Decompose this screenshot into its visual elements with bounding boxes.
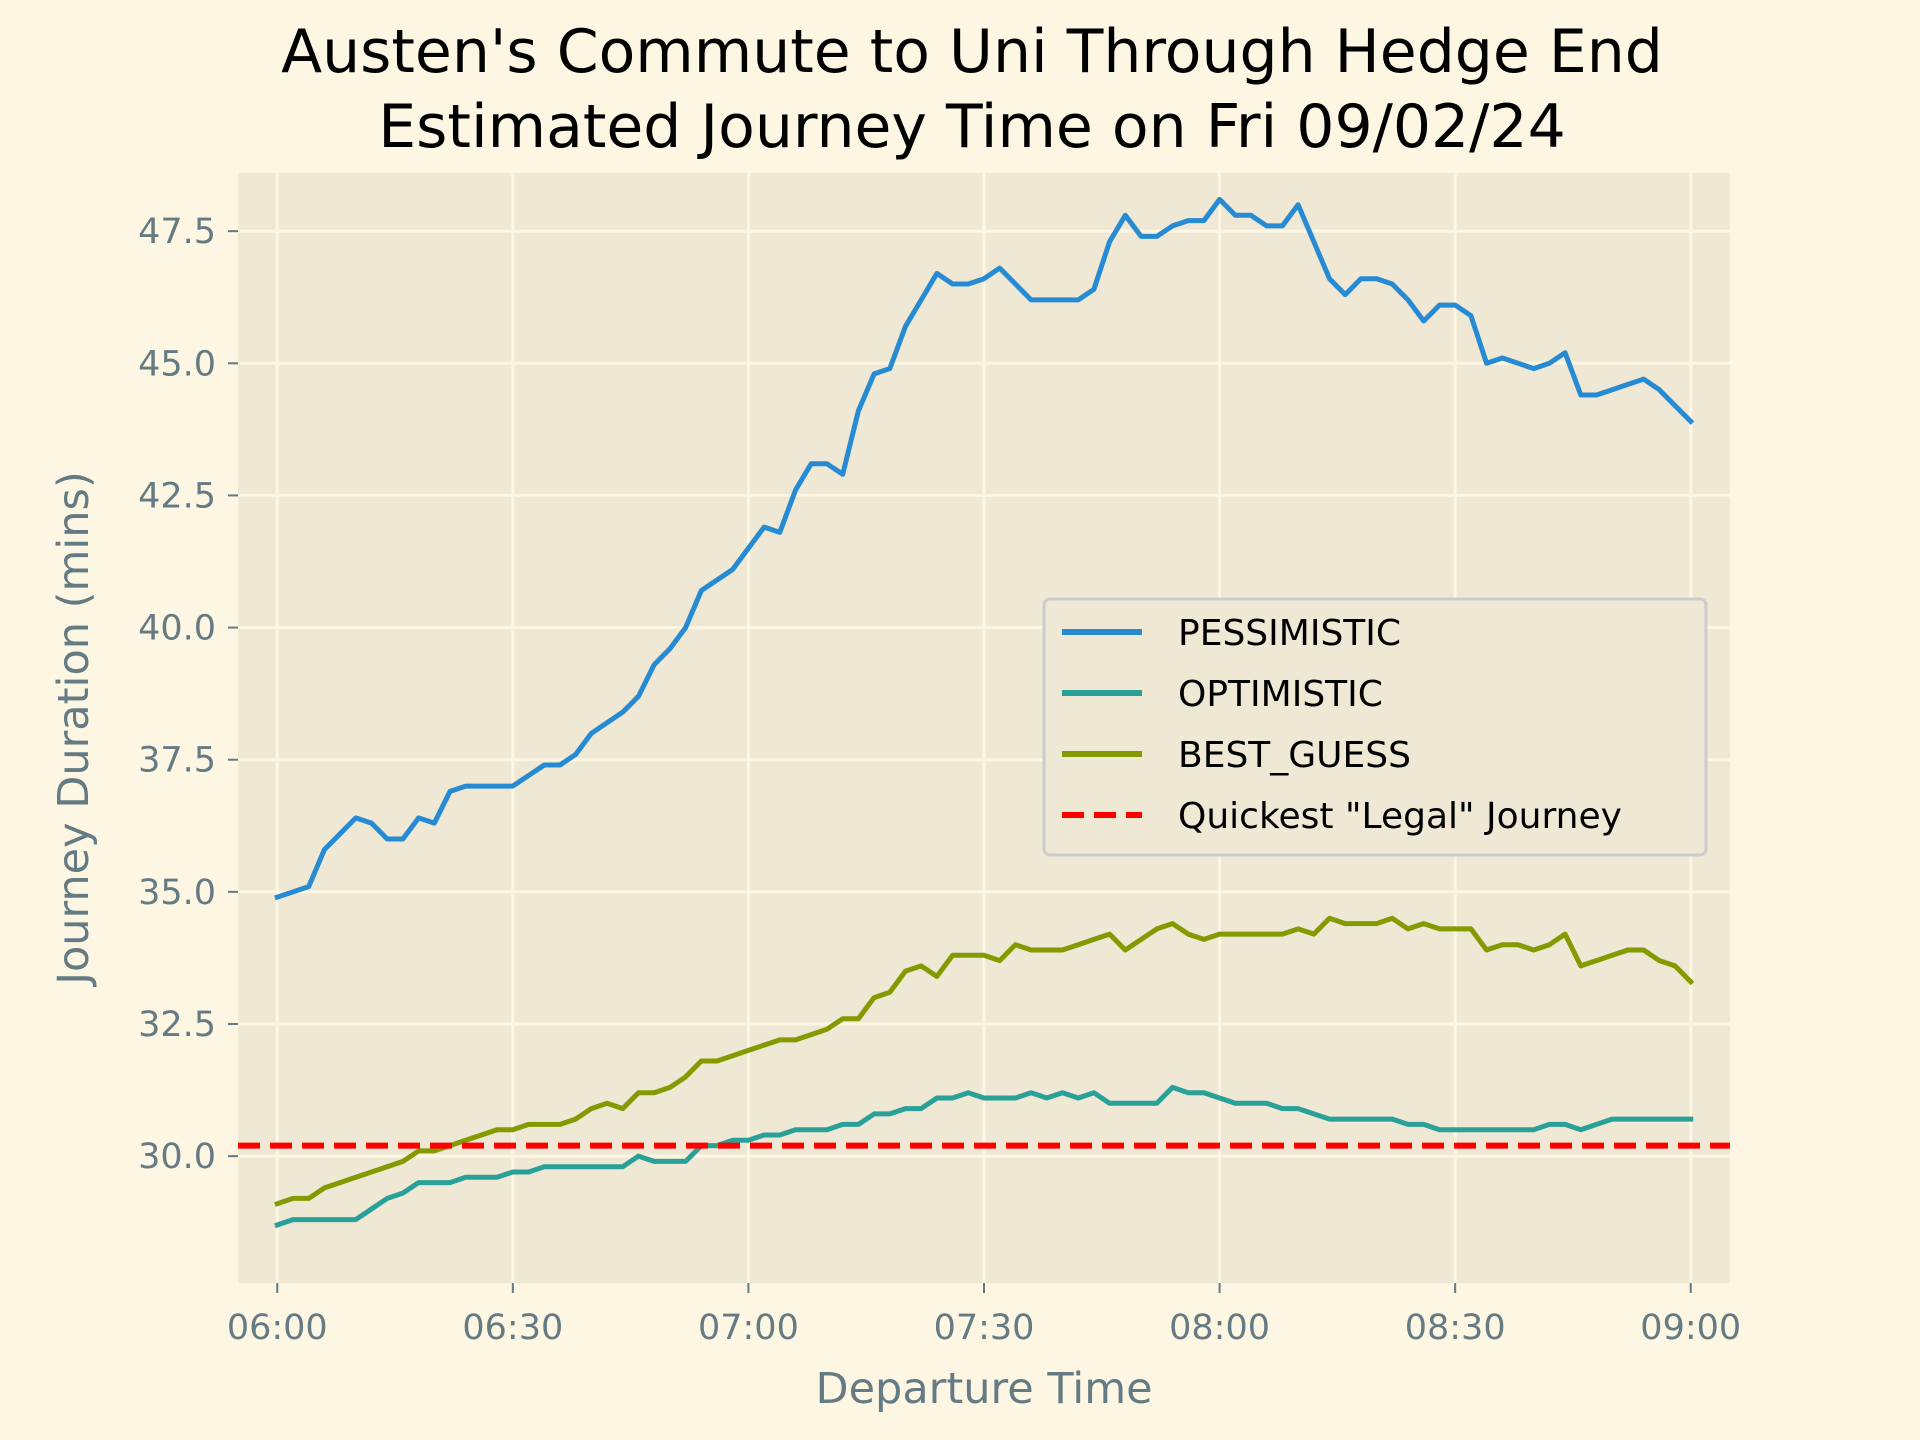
chart-subtitle: Estimated Journey Time on Fri 09/02/24 xyxy=(378,92,1566,162)
chart-title: Austen's Commute to Uni Through Hedge En… xyxy=(281,17,1663,87)
x-tick-label: 07:30 xyxy=(934,1308,1035,1348)
y-tick-label: 42.5 xyxy=(138,476,216,516)
legend-label-pessimistic: PESSIMISTIC xyxy=(1178,613,1401,654)
y-tick-label: 30.0 xyxy=(138,1137,216,1177)
y-tick-label: 47.5 xyxy=(138,212,216,252)
x-tick-label: 08:30 xyxy=(1405,1308,1506,1348)
legend-label-quickest-legal-journey: Quickest "Legal" Journey xyxy=(1178,796,1622,837)
y-tick-label: 32.5 xyxy=(138,1005,216,1045)
legend-box xyxy=(1042,597,1708,857)
x-axis-label: Departure Time xyxy=(815,1364,1152,1414)
series-lines xyxy=(238,196,1730,1229)
y-tick-label: 40.0 xyxy=(138,609,216,649)
y-tick-label: 37.5 xyxy=(138,741,216,781)
series-line-optimistic xyxy=(274,1084,1694,1229)
legend-label-best-guess: BEST_GUESS xyxy=(1178,735,1411,776)
legend-label-optimistic: OPTIMISTIC xyxy=(1178,674,1383,715)
y-tick-label: 45.0 xyxy=(138,344,216,384)
series-line-pessimistic xyxy=(274,196,1695,901)
tick-labels: 06:00 06:30 07:00 07:30 08:00 08:30 09:00 30.0 3… xyxy=(138,212,1741,1348)
x-tick-label: 09:00 xyxy=(1640,1308,1741,1348)
x-tick-label: 06:30 xyxy=(462,1308,563,1348)
x-tick-label: 08:00 xyxy=(1169,1308,1270,1348)
legend: PESSIMISTIC OPTIMISTIC BEST_GUESS Quickest … xyxy=(1042,597,1708,857)
x-tick-label: 06:00 xyxy=(227,1308,328,1348)
x-tick-label: 07:00 xyxy=(698,1308,799,1348)
series-line-best-guess xyxy=(274,915,1695,1207)
y-axis-label: Journey Duration (mins) xyxy=(49,471,99,987)
y-tick-label: 35.0 xyxy=(138,873,216,913)
